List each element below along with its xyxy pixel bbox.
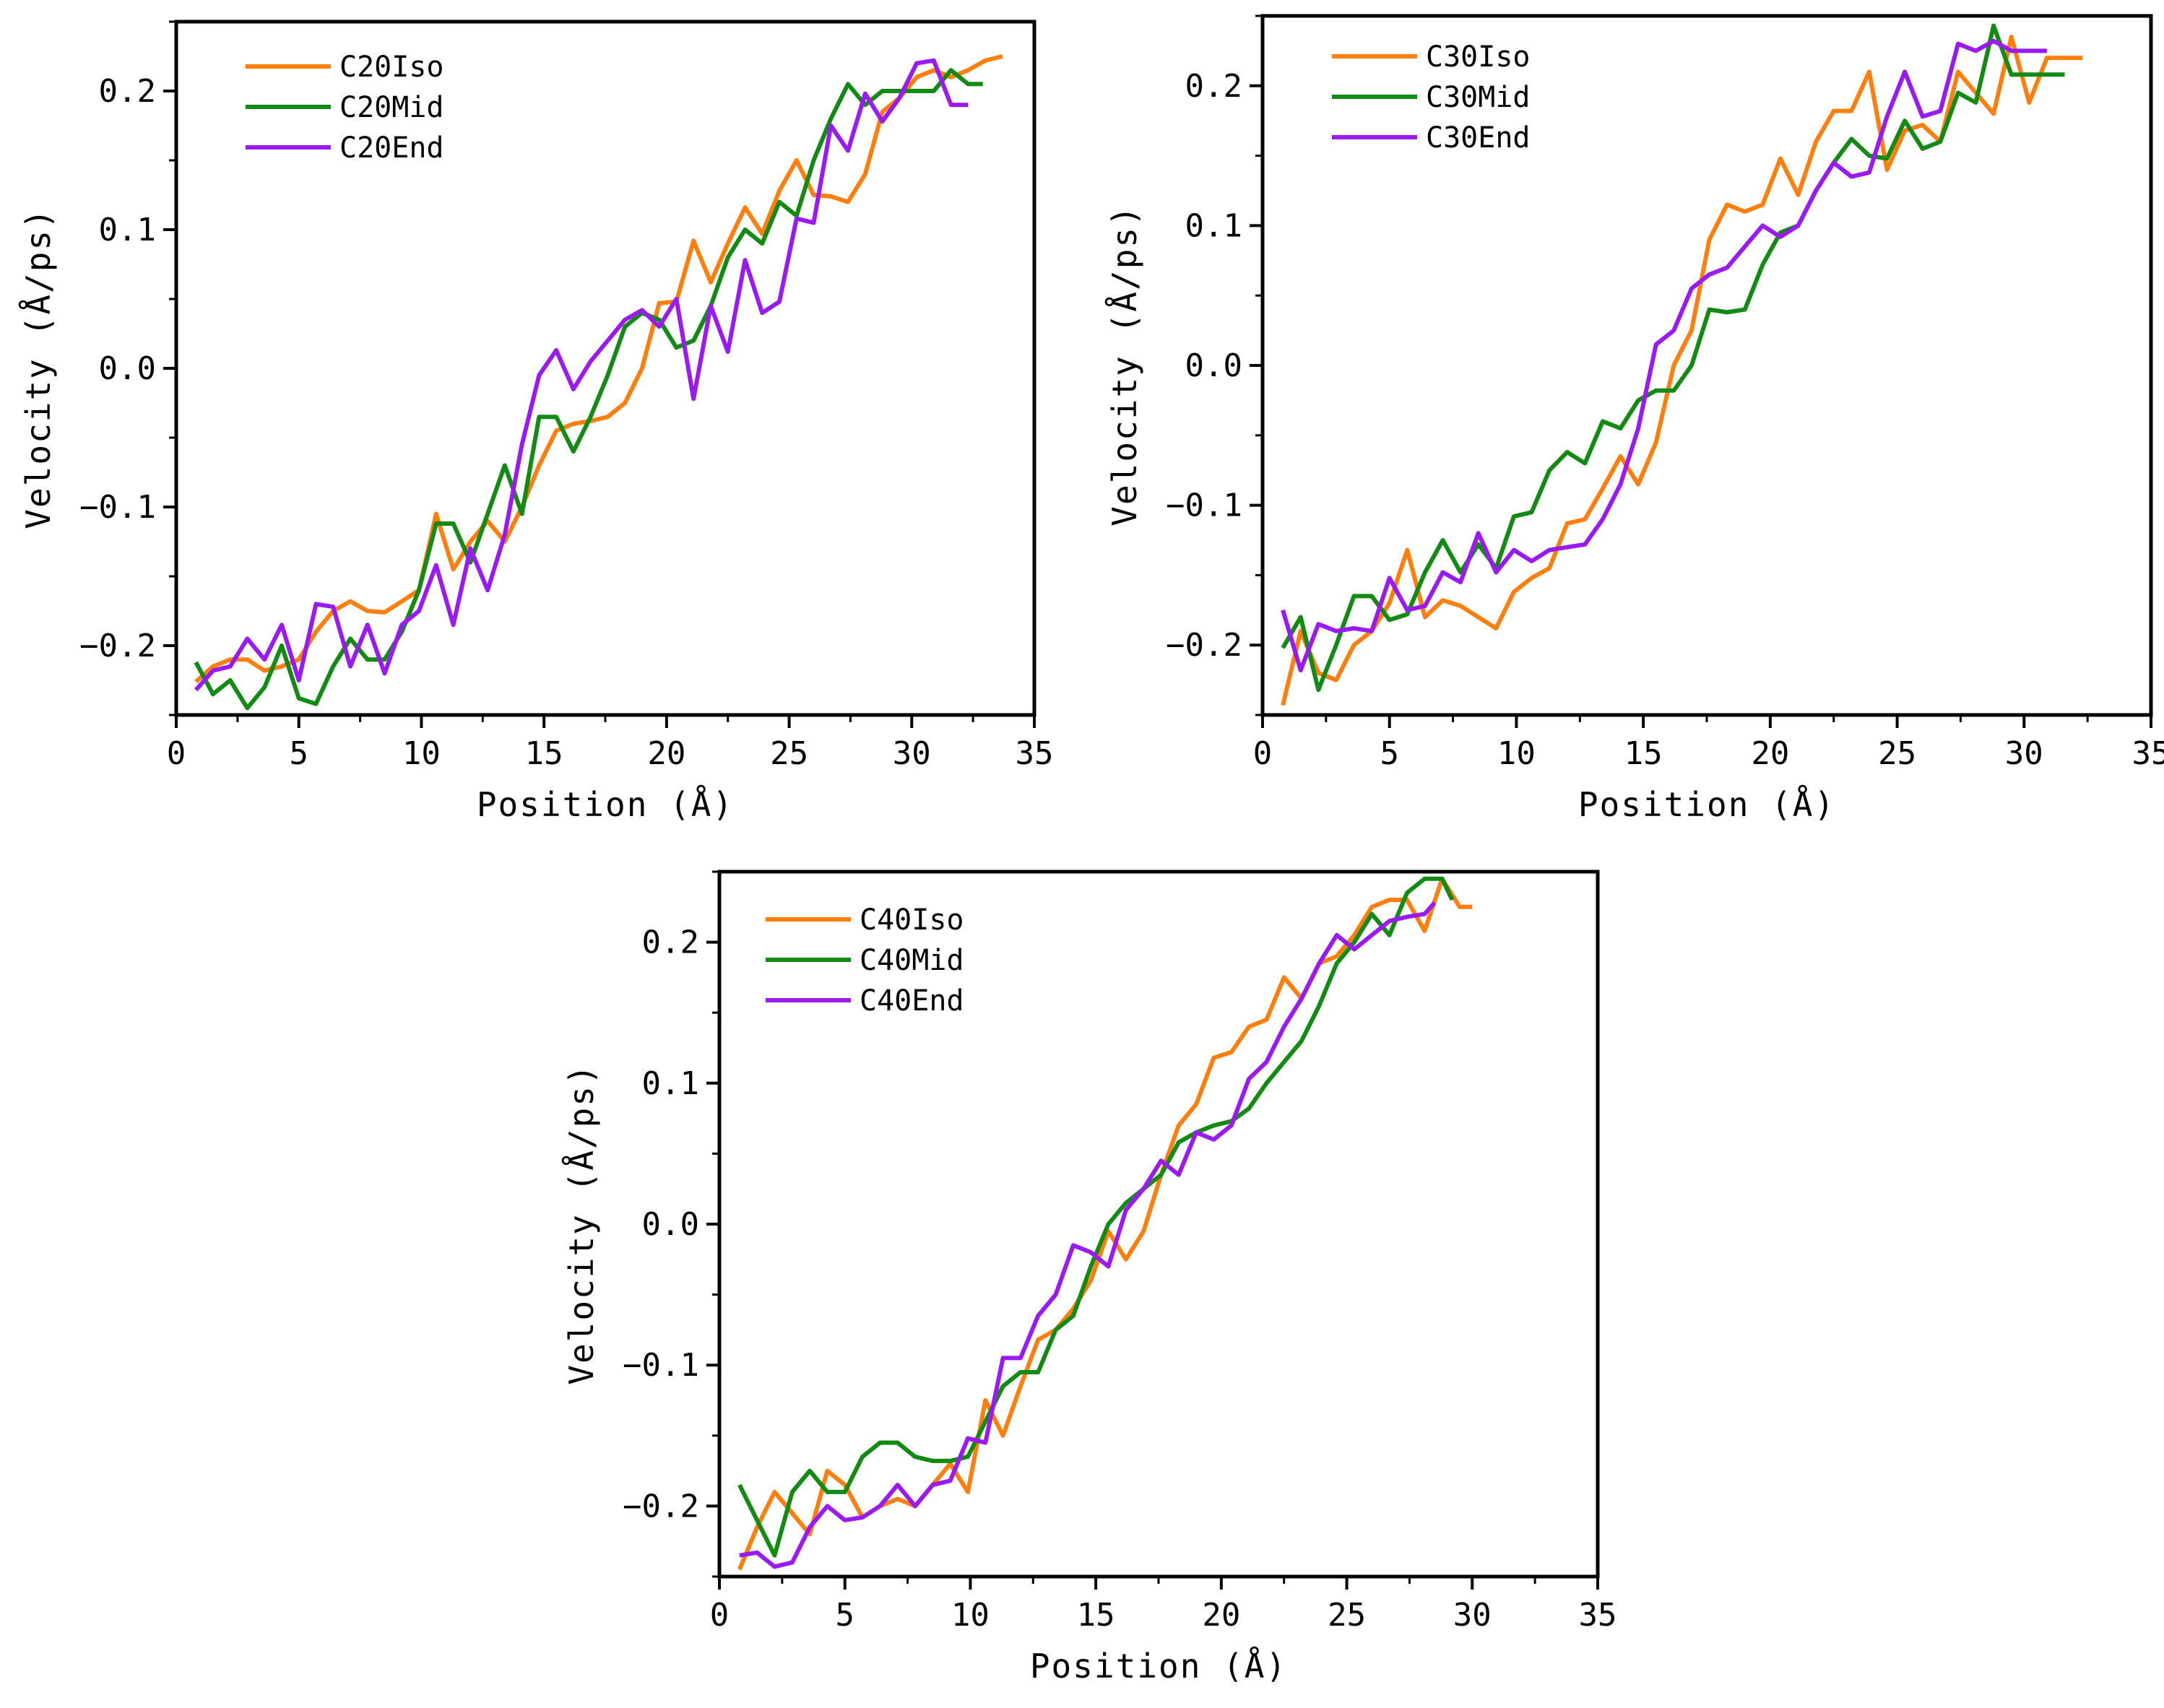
x-axis-title: Position (Å) <box>1578 785 1835 824</box>
series-line-c30iso <box>1281 35 2083 706</box>
x-tick-label: 35 <box>1579 1597 1617 1634</box>
c30-series-layer <box>1281 23 2083 706</box>
y-axis-title: Velocity (Å/ps) <box>1105 204 1144 526</box>
y-tick-label: −0.1 <box>1166 487 1242 524</box>
x-tick-label: 25 <box>770 735 808 772</box>
y-tick-label: 0.2 <box>1185 68 1242 105</box>
x-axis-title: Position (Å) <box>1030 1647 1287 1686</box>
chart-panel-c40: 0 5 10 15 20 25 30 35 −0.2 −0.1 0.0 0.1 0.2 C40Iso C… <box>562 870 1617 1686</box>
x-tick-label: 30 <box>893 735 931 772</box>
c20-series-layer <box>194 54 1003 711</box>
series-line-c40end <box>739 901 1437 1569</box>
legend: C20Iso C20Mid C20End <box>246 51 444 165</box>
legend-label-c40iso: C40Iso <box>860 903 964 937</box>
x-tick-label: 10 <box>951 1597 990 1634</box>
x-tick-label: 30 <box>2005 735 2043 772</box>
plot-frame <box>1260 14 2153 717</box>
y-tick-label: 0.0 <box>642 1206 699 1243</box>
x-tick-label: 35 <box>1016 735 1054 772</box>
series-line-c30mid <box>1281 23 2065 693</box>
y-tick-label: −0.2 <box>79 628 156 664</box>
x-tick-label: 0 <box>1253 735 1273 772</box>
axis-ticks: 0 5 10 15 20 25 30 35 −0.2 −0.1 0.0 0.1 0.2 <box>79 20 1054 772</box>
series-line-c30end <box>1281 38 2047 672</box>
x-tick-label: 30 <box>1453 1597 1492 1634</box>
y-tick-label: −0.1 <box>79 489 156 526</box>
y-tick-label: 0.1 <box>642 1065 699 1102</box>
series-line-c40iso <box>737 876 1473 1571</box>
legend-label-c40end: C40End <box>860 984 964 1018</box>
x-tick-label: 0 <box>710 1597 730 1634</box>
legend-label-c20end: C20End <box>339 131 444 165</box>
chart-panel-c30: 0 5 10 15 20 25 30 35 −0.2 −0.1 0.0 0.1 0.2 C30Iso C… <box>1105 14 2164 824</box>
series-line-c20mid <box>194 68 983 711</box>
y-tick-label: −0.2 <box>623 1488 699 1525</box>
chart-panel-c20: 0 5 10 15 20 25 30 35 −0.2 −0.1 0.0 0.1 0.2 C20Iso C… <box>19 19 1054 824</box>
x-tick-label: 20 <box>1202 1597 1240 1634</box>
y-tick-label: 0.0 <box>1185 347 1242 384</box>
y-tick-label: 0.2 <box>642 924 699 961</box>
y-tick-label: 0.1 <box>1185 207 1242 244</box>
x-tick-label: 0 <box>167 735 186 772</box>
legend-label-c30iso: C30Iso <box>1426 40 1531 74</box>
x-tick-label: 15 <box>1624 735 1663 772</box>
legend-label-c20iso: C20Iso <box>339 51 444 84</box>
y-tick-label: 0.2 <box>99 73 156 110</box>
y-tick-label: 0.1 <box>99 212 156 248</box>
x-tick-label: 35 <box>2132 735 2164 772</box>
series-line-c20iso <box>194 54 1003 684</box>
y-axis-title: Velocity (Å/ps) <box>19 207 58 529</box>
y-axis-title: Velocity (Å/ps) <box>562 1063 601 1384</box>
axis-ticks: 0 5 10 15 20 25 30 35 −0.2 −0.1 0.0 0.1 0.2 <box>623 870 1617 1634</box>
x-tick-label: 10 <box>402 735 441 772</box>
x-tick-label: 5 <box>289 735 308 772</box>
y-tick-label: −0.2 <box>1166 627 1242 664</box>
legend: C30Iso C30Mid C30End <box>1332 40 1531 155</box>
legend: C40Iso C40Mid C40End <box>766 903 964 1018</box>
x-tick-label: 15 <box>1077 1597 1115 1634</box>
axis-ticks: 0 5 10 15 20 25 30 35 −0.2 −0.1 0.0 0.1 0.2 <box>1166 14 2164 772</box>
legend-label-c40mid: C40Mid <box>860 944 964 977</box>
x-axis-title: Position (Å) <box>477 785 734 824</box>
x-tick-label: 20 <box>647 735 685 772</box>
x-tick-label: 15 <box>525 735 563 772</box>
legend-label-c30mid: C30Mid <box>1426 81 1531 114</box>
series-line-c20end <box>194 58 969 692</box>
legend-label-c30end: C30End <box>1426 121 1531 155</box>
plot-frame <box>717 870 1600 1579</box>
x-tick-label: 20 <box>1751 735 1789 772</box>
series-line-c40mid <box>737 876 1455 1558</box>
x-tick-label: 25 <box>1328 1597 1366 1634</box>
c40-series-layer <box>737 876 1473 1571</box>
x-tick-label: 5 <box>835 1597 854 1634</box>
x-tick-label: 5 <box>1380 735 1399 772</box>
x-tick-label: 10 <box>1497 735 1536 772</box>
x-tick-label: 25 <box>1878 735 1916 772</box>
y-tick-label: −0.1 <box>623 1347 699 1384</box>
y-tick-label: 0.0 <box>99 350 156 387</box>
legend-label-c20mid: C20Mid <box>339 91 444 124</box>
plot-frame <box>174 19 1036 717</box>
